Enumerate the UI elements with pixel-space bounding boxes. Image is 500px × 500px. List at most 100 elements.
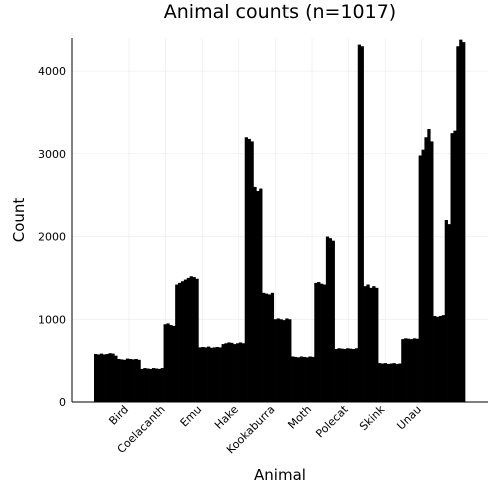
bar (140, 368, 144, 402)
bar (456, 46, 460, 403)
bar (186, 277, 190, 402)
bar (418, 155, 422, 402)
bar (267, 294, 272, 402)
bar (398, 363, 402, 402)
bar (224, 343, 228, 402)
bar (105, 354, 109, 402)
y-tick-label: 2000 (38, 231, 66, 244)
x-tick-label: Hake (212, 403, 241, 432)
bar (395, 363, 399, 402)
bar (409, 339, 414, 402)
bar (96, 354, 101, 402)
bar (265, 293, 269, 402)
bar (288, 319, 292, 402)
bar (346, 348, 350, 402)
bar (354, 348, 359, 402)
bar (320, 283, 324, 402)
bar (311, 356, 315, 402)
bar (137, 359, 141, 402)
bar (247, 138, 251, 402)
bar (166, 323, 170, 402)
bar (407, 338, 411, 402)
bar (351, 349, 356, 402)
bar (111, 353, 115, 402)
bar (244, 137, 248, 402)
bar (233, 344, 237, 402)
bar (146, 368, 150, 402)
bar (128, 358, 133, 402)
bar (250, 141, 254, 402)
bar (331, 240, 335, 402)
bar (157, 368, 162, 402)
bar (241, 343, 246, 402)
bar (180, 281, 185, 402)
bar (154, 368, 159, 402)
bar (209, 347, 214, 402)
y-tick-label: 4000 (38, 65, 66, 78)
bar (438, 315, 443, 402)
bar (450, 133, 454, 402)
bar (183, 279, 188, 402)
bar (256, 191, 260, 402)
bar (198, 347, 202, 402)
bar (291, 356, 295, 402)
bar (299, 356, 304, 402)
bar (120, 359, 124, 402)
chart-title: Animal counts (n=1017) (164, 1, 396, 23)
bar (305, 357, 309, 402)
bar (317, 282, 321, 402)
bar (189, 276, 193, 402)
bar (230, 342, 234, 402)
x-tick-label: Emu (178, 403, 205, 430)
bar (462, 42, 466, 402)
bar (259, 188, 263, 402)
bar (412, 338, 417, 402)
bar (372, 286, 376, 402)
bar (360, 46, 364, 403)
bar (131, 359, 135, 402)
bar (279, 319, 283, 402)
bar (125, 358, 130, 402)
bar (163, 324, 167, 402)
bar (404, 338, 408, 402)
bar (308, 356, 312, 402)
bar (172, 325, 176, 402)
bar (276, 318, 280, 402)
bar (343, 349, 347, 402)
bar (363, 286, 367, 402)
bar (273, 319, 277, 402)
bar (221, 344, 225, 402)
bar (270, 292, 275, 402)
bar (337, 348, 341, 402)
bar (204, 347, 208, 402)
bar (122, 359, 127, 402)
bar (143, 368, 147, 402)
x-tick-label: Skink (357, 402, 388, 433)
bar (375, 287, 379, 402)
bar (227, 342, 231, 402)
bar (151, 368, 156, 402)
bar (192, 277, 196, 402)
bar (99, 353, 104, 402)
bar (366, 284, 370, 402)
bar (349, 348, 353, 402)
bar (328, 238, 333, 402)
bar (302, 356, 306, 402)
bar (380, 363, 385, 402)
bar (383, 363, 388, 402)
bar (134, 358, 138, 402)
bar (169, 325, 173, 402)
bar (160, 368, 164, 402)
bar (444, 220, 448, 402)
bar (369, 287, 373, 402)
bar (149, 368, 153, 402)
bar (253, 186, 257, 402)
x-tick-label: Bird (106, 403, 131, 428)
bar (433, 315, 437, 402)
bar (207, 346, 211, 402)
bar (102, 354, 106, 402)
bar (178, 282, 182, 402)
axes (71, 38, 488, 403)
